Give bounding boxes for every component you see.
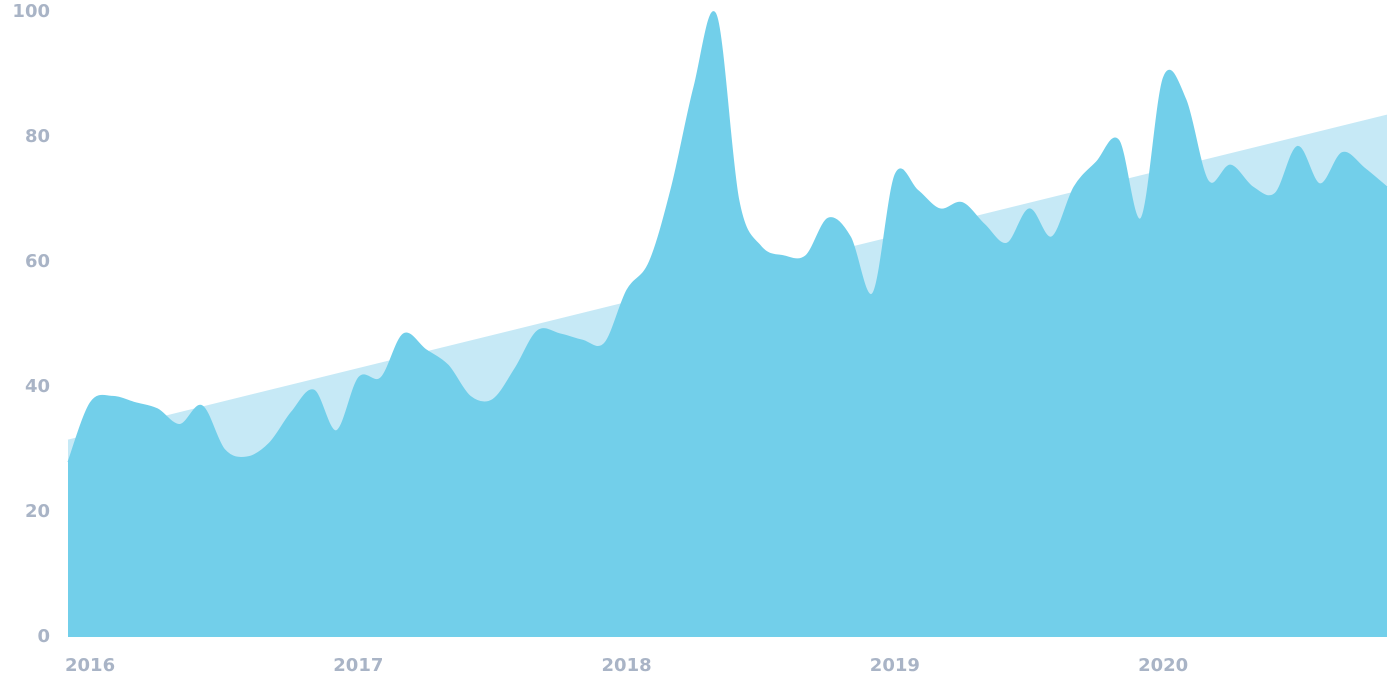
- x-tick-label: 2020: [1138, 655, 1188, 676]
- y-tick-label: 40: [25, 376, 50, 397]
- y-tick-label: 100: [12, 1, 50, 22]
- y-tick-label: 60: [25, 251, 50, 272]
- area-fill: [68, 11, 1387, 638]
- y-tick-label: 80: [25, 126, 50, 147]
- area-line: [67, 11, 1388, 463]
- y-tick-label: 0: [37, 626, 50, 647]
- x-tick-label: 2018: [602, 655, 652, 676]
- x-tick-label: 2016: [65, 655, 115, 676]
- x-tick-label: 2019: [870, 655, 920, 676]
- x-tick-label: 2017: [333, 655, 383, 676]
- y-tick-label: 20: [25, 501, 50, 522]
